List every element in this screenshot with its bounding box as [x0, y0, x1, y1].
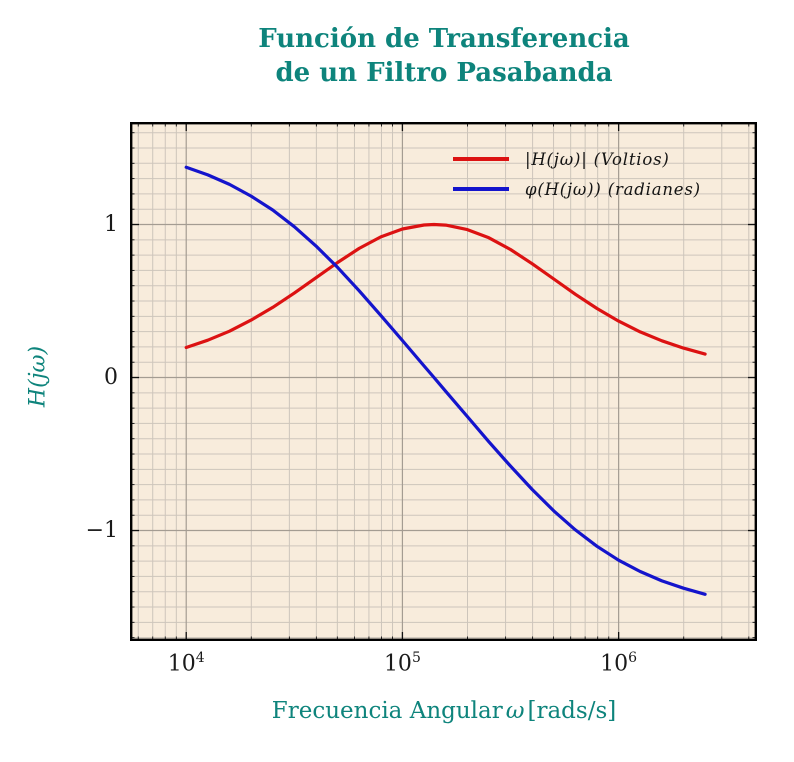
x-axis-label: Frecuencia Angular ω [rads/s]	[130, 698, 758, 724]
y-tick-label-minus1: −1	[85, 517, 118, 543]
x-tick-label-1e6: 106	[600, 650, 638, 677]
y-tick-label-1: 1	[104, 211, 118, 237]
chart-title: Función de Transferencia de un Filtro Pa…	[130, 22, 758, 90]
phase-line-sample	[453, 187, 509, 191]
x-axis-label-units: [rads/s]	[527, 698, 617, 724]
y-axis-label: H(jω)	[25, 345, 51, 408]
chart-title-line2: de un Filtro Pasabanda	[275, 58, 613, 88]
legend-entry-phase: φ(H(jω)) (radianes)	[453, 174, 701, 204]
y-tick-label-0: 0	[104, 364, 118, 390]
x-tick-label-1e5: 105	[383, 650, 421, 677]
chart-title-line1: Función de Transferencia	[258, 24, 630, 54]
legend: |H(jω)| (Voltios) φ(H(jω)) (radianes)	[453, 144, 701, 204]
legend-entry-magnitude: |H(jω)| (Voltios)	[453, 144, 701, 174]
x-tick-label-1e4: 104	[167, 650, 205, 677]
plot-canvas	[130, 122, 757, 641]
legend-label-phase: φ(H(jω)) (radianes)	[525, 179, 701, 199]
omega-symbol: ω	[505, 698, 525, 724]
magnitude-line-sample	[453, 157, 509, 161]
legend-label-magnitude: |H(jω)| (Voltios)	[525, 149, 670, 169]
plot-area	[130, 122, 757, 641]
x-axis-label-text: Frecuencia Angular	[271, 698, 503, 724]
